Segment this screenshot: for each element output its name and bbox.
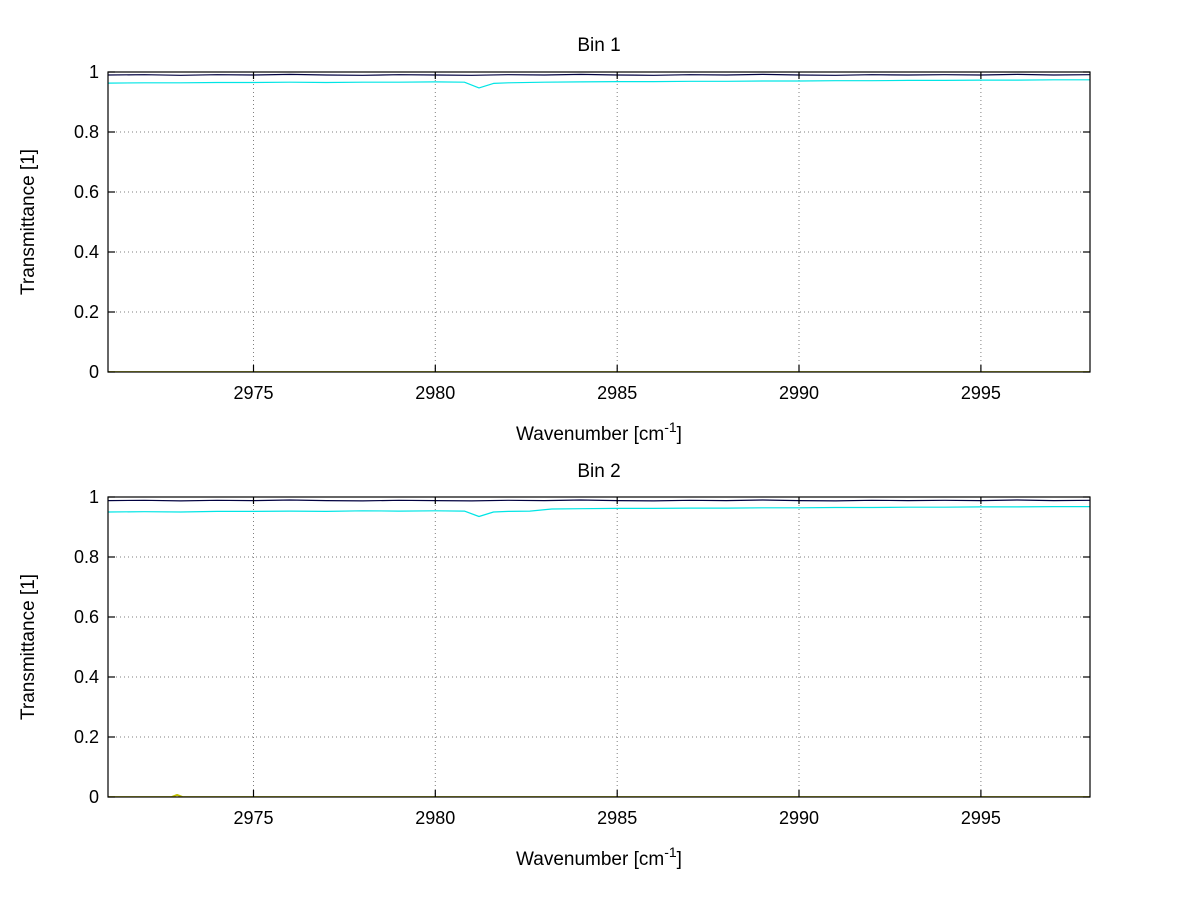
- y-tick-label: 0.2: [74, 302, 99, 322]
- x-tick-label: 2985: [597, 383, 637, 403]
- y-tick-label: 0: [89, 787, 99, 807]
- y-tick-label: 0.8: [74, 122, 99, 142]
- subplot2-plot-area: 2975 2980 2985 2990 2995 0 0.2 0.4 0.6 0.8 1: [74, 487, 1091, 828]
- xlabel-text: Wavenumber [cm: [516, 849, 664, 870]
- y-tick-label: 0: [89, 362, 99, 382]
- series-line-lower-spectrum-cyan: [108, 79, 1090, 89]
- axes-box: [107, 71, 1091, 373]
- subplot1-ylabel: Transmittance [1]: [18, 149, 39, 295]
- xlabel-superscript: -1: [664, 419, 677, 435]
- x-tick-label: 2990: [779, 808, 819, 828]
- axes-box: [107, 496, 1091, 798]
- subplot1-plot-area: 2975 2980 2985 2990 2995 0 0.2 0.4 0.6 0.8 1: [74, 62, 1091, 403]
- subplot2-title: Bin 2: [577, 461, 620, 482]
- x-tick-label: 2980: [415, 383, 455, 403]
- xlabel-text-close: ]: [677, 424, 682, 445]
- x-tick-label: 2980: [415, 808, 455, 828]
- series-line-upper-spectrum-darkblue: [108, 73, 1090, 76]
- xlabel-text: Wavenumber [cm: [516, 424, 664, 445]
- series-line-lower-spectrum-cyan: [108, 506, 1090, 518]
- x-tick-label: 2995: [961, 808, 1001, 828]
- y-tick-label: 1: [89, 487, 99, 507]
- xlabel-text-close: ]: [677, 849, 682, 870]
- xlabel-superscript: -1: [664, 844, 677, 860]
- series-group: [108, 73, 1090, 372]
- subplot1-title: Bin 1: [577, 35, 620, 56]
- subplot2-xlabel: Wavenumber [cm-1]: [516, 844, 682, 870]
- series-line-upper-spectrum-darkblue: [108, 499, 1090, 502]
- y-tick-label: 0.6: [74, 607, 99, 627]
- y-tick-label: 0.6: [74, 182, 99, 202]
- y-tick-label: 0.8: [74, 547, 99, 567]
- y-tick-label: 0.2: [74, 727, 99, 747]
- series-group: [108, 499, 1090, 797]
- subplot-bin1: Bin 1 Transmittance [1] Wavenumber [cm-1…: [18, 35, 1091, 445]
- series-line-zero-baseline-yellow: [108, 794, 1090, 797]
- x-tick-label: 2990: [779, 383, 819, 403]
- subplot2-ylabel: Transmittance [1]: [18, 574, 39, 720]
- y-tick-label: 0.4: [74, 242, 99, 262]
- x-tick-label: 2975: [233, 383, 273, 403]
- x-tick-label: 2985: [597, 808, 637, 828]
- x-tick-label: 2975: [233, 808, 273, 828]
- y-tick-label: 1: [89, 62, 99, 82]
- y-tick-label: 0.4: [74, 667, 99, 687]
- subplot1-xlabel: Wavenumber [cm-1]: [516, 419, 682, 445]
- x-tick-label: 2995: [961, 383, 1001, 403]
- subplot-bin2: Bin 2 Transmittance [1] Wavenumber [cm-1…: [18, 461, 1091, 870]
